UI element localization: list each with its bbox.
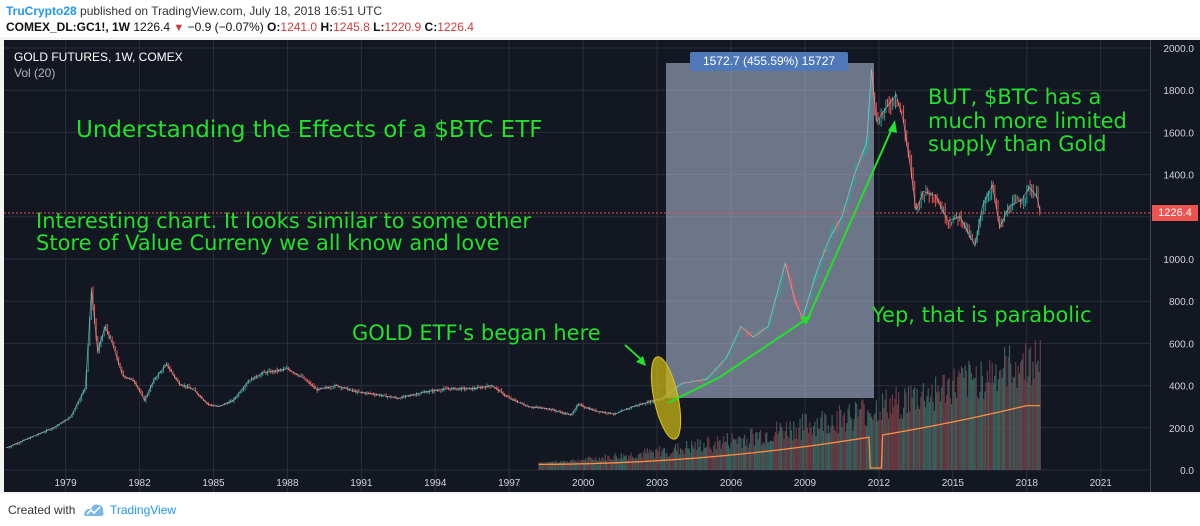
time-tick-label: 2021 (1090, 478, 1113, 489)
tradingview-brand[interactable]: TradingView (110, 503, 177, 517)
down-arrow-icon: ▼ (173, 22, 185, 34)
price-axis-labels: 0.0200.0400.0600.0800.01000.01200.01400.… (1163, 44, 1194, 477)
time-tick-label: 2015 (942, 478, 965, 489)
time-tick-label: 1994 (424, 478, 447, 489)
price-tick-label: 1800.0 (1163, 86, 1194, 97)
close-value: 1226.4 (437, 20, 474, 34)
time-axis-labels: 1979 1982 1985 1988 1991 1994 1997 2000 2003 2006… (54, 478, 1112, 489)
author-link[interactable]: TruCrypto28 (6, 4, 77, 18)
trend-arrow-3 (807, 123, 895, 319)
last-price-badge: 1226.4 (1152, 205, 1198, 221)
price-axis[interactable] (1150, 40, 1200, 492)
low-label: L: (373, 20, 385, 34)
time-tick-label: 2009 (794, 478, 817, 489)
price-change: −0.9 (−0.07%) (187, 20, 264, 34)
measure-range-box (666, 63, 874, 398)
price-tick-label: 800.0 (1169, 297, 1194, 308)
price-tick-label: 0.0 (1180, 466, 1194, 477)
time-tick-label: 2003 (646, 478, 669, 489)
open-value: 1241.0 (280, 20, 318, 34)
symbol-label: COMEX_DL:GC1!, 1W (6, 20, 131, 34)
annotation-interesting: Interesting chart. It looks similar to s… (36, 209, 532, 256)
volume-bars (538, 339, 1041, 470)
price-tick-label: 1600.0 (1163, 128, 1194, 139)
series-legend-title: GOLD FUTURES, 1W, COMEX (14, 50, 183, 64)
etf-pointer-arrowhead (636, 356, 646, 366)
open-label: O: (267, 20, 281, 34)
high-value: 1245.8 (333, 20, 370, 34)
etf-highlight-ellipse (650, 356, 682, 440)
measure-range-label: 1572.7 (455.59%) 15727 (690, 52, 848, 71)
time-tick-label: 2018 (1016, 478, 1039, 489)
price-tick-label: 600.0 (1169, 339, 1194, 350)
footer: Created with TradingView (0, 494, 1200, 526)
annotation-etf: GOLD ETF's began here (352, 321, 601, 345)
created-with-text: Created with (8, 503, 76, 517)
trend-arrowhead-3 (888, 120, 897, 133)
tradingview-logo-icon[interactable] (82, 500, 106, 520)
volume-ma-line (538, 404, 1041, 469)
time-tick-label: 1982 (128, 478, 151, 489)
time-tick-label: 1991 (350, 478, 373, 489)
high-label: H: (320, 20, 334, 34)
time-tick-label: 1988 (276, 478, 299, 489)
time-tick-label: 2000 (572, 478, 595, 489)
annotation-btc: BUT, $BTC has a much more limited supply… (928, 85, 1127, 157)
trend-arrow-2 (719, 317, 809, 378)
last-price: 1226.4 (133, 20, 171, 34)
price-tick-label: 200.0 (1169, 424, 1194, 435)
time-tick-label: 1979 (54, 478, 77, 489)
close-label: C: (424, 20, 438, 34)
price-series-line (6, 69, 1041, 449)
price-tick-label: 1000.0 (1163, 255, 1194, 266)
low-value: 1220.9 (384, 20, 422, 34)
trend-arrowhead-2 (800, 316, 811, 325)
time-tick-label: 1985 (202, 478, 225, 489)
trend-arrow-1 (667, 376, 721, 404)
time-tick-label: 2012 (868, 478, 891, 489)
price-tick-label: 1400.0 (1163, 171, 1194, 182)
price-tick-label: 400.0 (1169, 382, 1194, 393)
annotation-title: Understanding the Effects of a $BTC ETF (76, 117, 543, 143)
quote-line: COMEX_DL:GC1!, 1W 1226.4 ▼ −0.9 (−0.07%)… (6, 20, 474, 34)
time-tick-label: 1997 (498, 478, 521, 489)
publish-line: TruCrypto28 published on TradingView.com… (6, 4, 382, 18)
annotation-parabolic: Yep, that is parabolic (872, 303, 1092, 327)
time-tick-label: 2006 (720, 478, 743, 489)
volume-legend-title: Vol (20) (14, 66, 56, 80)
price-tick-label: 2000.0 (1163, 44, 1194, 55)
publish-header: TruCrypto28 published on TradingView.com… (0, 0, 1200, 37)
publish-info: published on TradingView.com, July 18, 2… (80, 4, 382, 18)
